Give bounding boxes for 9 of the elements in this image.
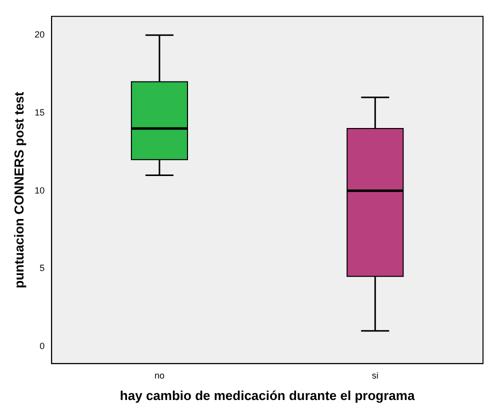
y-tick-label: 5: [40, 263, 45, 274]
y-tick-label: 15: [34, 107, 45, 118]
x-axis-title: hay cambio de medicación durante el programa: [120, 388, 416, 403]
y-tick-label: 10: [34, 185, 45, 196]
y-axis-title: puntuacion CONNERS post test: [11, 91, 26, 288]
x-tick-label: no: [154, 370, 164, 380]
y-tick-label: 0: [40, 340, 45, 351]
y-tick-label: 20: [34, 30, 45, 40]
x-tick-label: si: [372, 370, 378, 380]
